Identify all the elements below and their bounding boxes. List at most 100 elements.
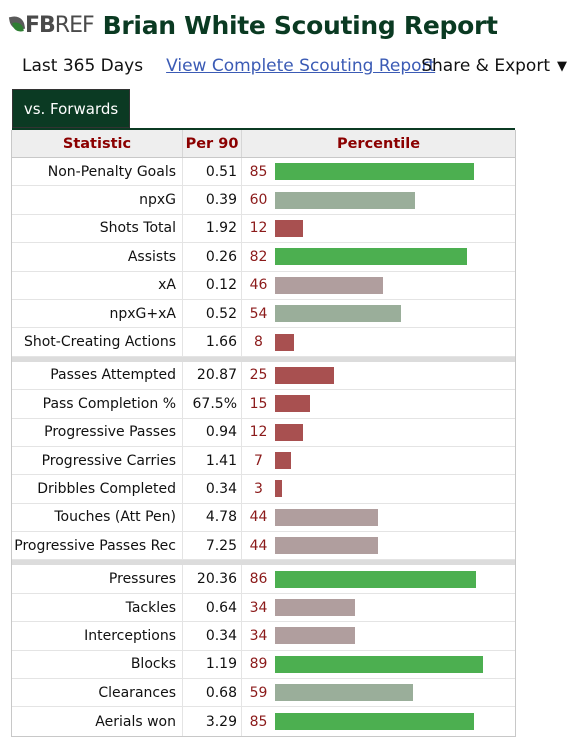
per90-value: 7.25 (182, 532, 241, 560)
scouting-table: Statistic Per 90 Percentile Non-Penalty … (11, 130, 516, 737)
percentile-cell: 60 (241, 186, 515, 214)
percentile-bar (275, 508, 378, 526)
stat-name: Progressive Passes (44, 424, 176, 441)
page-header: FB REF Brian White Scouting Report (8, 8, 498, 42)
percentile-bar-track (275, 366, 515, 384)
table-row: Shots Total 1.92 12 (12, 214, 515, 244)
page-title: Brian White Scouting Report (102, 10, 498, 40)
logo-ref-text: REF (54, 12, 95, 38)
percentile-bar (275, 191, 415, 209)
column-header-percentile[interactable]: Percentile (241, 130, 515, 157)
stat-name: Pass Completion % (42, 395, 176, 412)
per90-value: 4.78 (182, 503, 241, 532)
percentile-cell: 59 (241, 679, 515, 707)
column-header-per90[interactable]: Per 90 (182, 130, 241, 157)
time-range-label: Last 365 Days (22, 56, 144, 76)
percentile-bar-track (275, 395, 515, 413)
share-export-label: Share & Export (421, 56, 550, 76)
stat-name: Shots Total (99, 220, 176, 237)
stat-name: Progressive Carries (41, 452, 176, 469)
percentile-bar-track (275, 248, 515, 266)
view-complete-report-link[interactable]: View Complete Scouting Report (166, 56, 436, 76)
percentile-cell: 85 (241, 158, 515, 186)
per90-value: 0.12 (182, 271, 241, 299)
percentile-value: 44 (249, 537, 268, 554)
percentile-bar (275, 599, 355, 617)
table-row: Interceptions 0.34 34 (12, 622, 515, 651)
stat-name: Passes Attempted (50, 367, 176, 384)
per90-value: 20.36 (182, 565, 241, 593)
percentile-bar (275, 655, 483, 673)
percentile-bar (275, 248, 467, 266)
percentile-value: 12 (249, 424, 268, 441)
table-body: Non-Penalty Goals 0.51 85 npxG 0.39 60 Shots T… (12, 158, 515, 736)
per90-value: 3.29 (182, 707, 241, 736)
stat-name: Pressures (108, 571, 176, 588)
per90-value: 1.19 (182, 650, 241, 679)
percentile-cell: 44 (241, 503, 515, 532)
percentile-bar-track (275, 191, 515, 209)
percentile-bar (275, 395, 310, 413)
table-row: Dribbles Completed 0.34 3 (12, 475, 515, 504)
per90-value: 1.41 (182, 446, 241, 475)
fbref-logo[interactable]: FB REF (8, 10, 95, 40)
column-header-statistic[interactable]: Statistic (62, 135, 132, 152)
percentile-cell: 34 (241, 593, 515, 622)
percentile-value: 7 (254, 452, 263, 469)
stat-name: xA (158, 277, 176, 294)
per90-value: 0.51 (182, 158, 241, 186)
percentile-bar-track (275, 684, 515, 702)
percentile-value: 89 (249, 656, 268, 673)
table-row: Shot-Creating Actions 1.66 8 (12, 328, 515, 357)
stat-name: Touches (Att Pen) (54, 509, 176, 526)
percentile-value: 15 (249, 395, 268, 412)
percentile-value: 86 (249, 571, 268, 588)
stat-name: Progressive Passes Rec (14, 537, 176, 554)
table-row: Blocks 1.19 89 (12, 650, 515, 680)
percentile-value: 34 (249, 599, 268, 616)
percentile-bar-track (275, 276, 515, 294)
percentile-bar (275, 627, 355, 645)
percentile-bar-track (275, 537, 515, 555)
stat-name: npxG (139, 192, 176, 209)
percentile-cell: 12 (241, 418, 515, 446)
percentile-cell: 89 (241, 650, 515, 679)
percentile-bar (275, 276, 383, 294)
percentile-cell: 8 (241, 328, 515, 356)
table-header: Statistic Per 90 Percentile (12, 130, 515, 158)
percentile-cell: 46 (241, 271, 515, 299)
table-row: Non-Penalty Goals 0.51 85 (12, 158, 515, 187)
logo-fb-text: FB (25, 12, 56, 38)
per90-value: 0.52 (182, 299, 241, 328)
table-row: Clearances 0.68 59 (12, 679, 515, 708)
stat-name: Blocks (130, 656, 176, 673)
percentile-bar-track (275, 163, 515, 181)
share-export-menu[interactable]: Share & Export ▼ (421, 54, 567, 78)
table-row: Pressures 20.36 86 (12, 565, 515, 594)
leaf-icon (8, 14, 26, 36)
percentile-bar-track (275, 219, 515, 237)
per90-value: 0.94 (182, 418, 241, 446)
tab-vs-forwards[interactable]: vs. Forwards (12, 89, 130, 128)
percentile-cell: 86 (241, 565, 515, 593)
percentile-cell: 54 (241, 299, 515, 328)
percentile-bar-track (275, 599, 515, 617)
percentile-bar (275, 713, 474, 731)
section-divider (12, 356, 515, 362)
percentile-value: 85 (249, 713, 268, 730)
percentile-cell: 7 (241, 446, 515, 475)
table-row: Aerials won 3.29 85 (12, 707, 515, 736)
percentile-bar (275, 219, 303, 237)
percentile-bar (275, 366, 334, 384)
table-row: Touches (Att Pen) 4.78 44 (12, 503, 515, 533)
stat-name: Interceptions (84, 627, 176, 644)
percentile-bar-track (275, 713, 515, 731)
stat-name: npxG+xA (109, 305, 177, 322)
percentile-cell: 44 (241, 532, 515, 560)
percentile-bar-track (275, 627, 515, 645)
percentile-value: 44 (249, 509, 268, 526)
percentile-value: 25 (249, 367, 268, 384)
percentile-value: 85 (249, 163, 268, 180)
percentile-value: 60 (249, 192, 268, 209)
percentile-bar (275, 333, 294, 351)
